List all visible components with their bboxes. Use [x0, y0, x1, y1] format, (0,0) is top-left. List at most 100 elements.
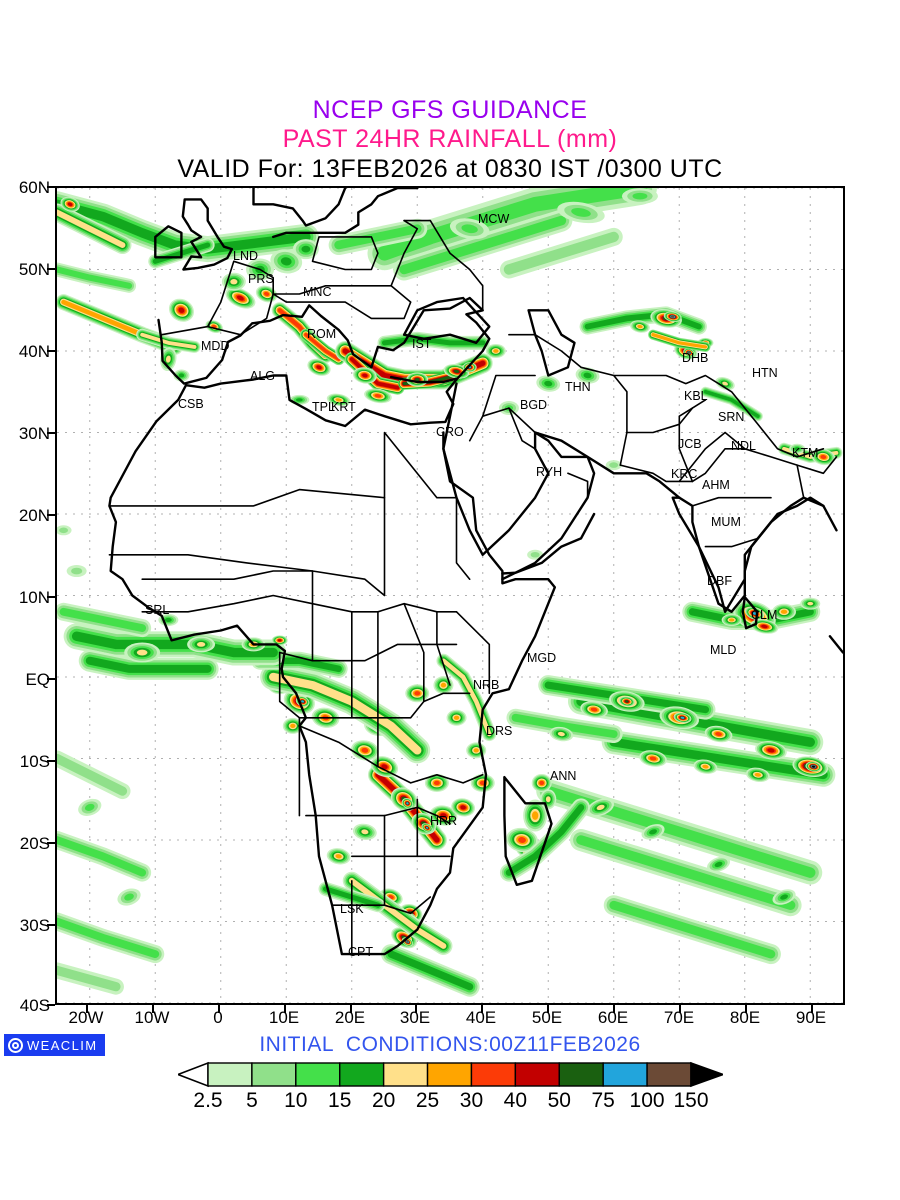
x-tick-label: 10E: [268, 1008, 300, 1027]
city-label: BGD: [520, 398, 547, 412]
y-tick-label: 10S: [19, 752, 50, 771]
y-tick-label: 30S: [19, 916, 50, 935]
weaclim-circle-icon: [8, 1037, 23, 1053]
x-tick-mark: [284, 1005, 286, 1013]
city-label: ALG: [250, 369, 275, 383]
x-tick-label: 90E: [795, 1008, 827, 1027]
title-valid-line: VALID For: 13FEB2026 at 0830 IST /0300 U…: [177, 155, 723, 183]
y-tick-mark: [47, 924, 55, 926]
city-label: NDL: [731, 439, 756, 453]
city-label: MLD: [710, 643, 736, 657]
x-tick-label: 50E: [531, 1008, 563, 1027]
x-tick-label: 10W: [134, 1008, 170, 1027]
city-label: CSB: [178, 397, 204, 411]
colorbar-tick: 50: [547, 1089, 571, 1112]
x-tick-label: 80E: [729, 1008, 761, 1027]
city-label: MNC: [303, 285, 331, 299]
city-label: KRT: [331, 400, 356, 414]
colorbar-tick: 75: [591, 1089, 615, 1112]
colorbar-swatches: [178, 1061, 723, 1088]
city-label: THN: [565, 380, 591, 394]
colorbar-tick: 5: [246, 1089, 258, 1112]
city-label: RYH: [536, 465, 562, 479]
y-tick-mark: [47, 760, 55, 762]
y-tick-mark: [47, 268, 55, 270]
city-label: HTN: [752, 366, 778, 380]
y-tick-label: 10N: [18, 588, 50, 607]
x-tick-mark: [86, 1005, 88, 1013]
chart-title-block: NCEP GFS GUIDANCE PAST 24HR RAINFALL (mm…: [0, 96, 900, 185]
x-tick-mark: [415, 1005, 417, 1013]
y-tick-mark: [47, 514, 55, 516]
x-tick-mark: [481, 1005, 483, 1013]
x-tick-label: 70E: [663, 1008, 695, 1027]
city-label: PRS: [248, 272, 274, 286]
city-label: JCB: [678, 437, 702, 451]
x-tick-mark: [218, 1005, 220, 1013]
y-tick-mark: [47, 842, 55, 844]
city-label: DRS: [486, 724, 512, 738]
y-tick-mark: [47, 596, 55, 598]
y-tick-mark: [47, 678, 55, 680]
colorbar-tick: 10: [284, 1089, 308, 1112]
x-tick-mark: [613, 1005, 615, 1013]
x-tick-label: 20W: [68, 1008, 104, 1027]
colorbar-tick: 2.5: [193, 1089, 223, 1112]
colorbar-tick: 100: [629, 1089, 665, 1112]
x-tick-label: 20E: [334, 1008, 366, 1027]
x-tick-mark: [745, 1005, 747, 1013]
title-model-line: NCEP GFS GUIDANCE: [312, 96, 588, 124]
y-tick-label: 20S: [19, 834, 50, 853]
colorbar-tick: 15: [328, 1089, 352, 1112]
y-tick-label: 40N: [18, 342, 50, 361]
x-tick-label: 60E: [597, 1008, 629, 1027]
y-tick-label: 20N: [18, 506, 50, 525]
colorbar-tick: 150: [673, 1089, 709, 1112]
city-label: LND: [233, 249, 258, 263]
weaclim-label: WEACLIM: [27, 1037, 98, 1053]
city-label: AHM: [702, 478, 730, 492]
city-label: KTM: [792, 446, 818, 460]
y-tick-label: EQ: [25, 670, 50, 689]
city-label: IST: [412, 337, 432, 351]
city-label: NRB: [473, 678, 499, 692]
x-tick-mark: [811, 1005, 813, 1013]
city-label: KRC: [671, 467, 697, 481]
x-tick-label: 30E: [399, 1008, 431, 1027]
graticule: [57, 188, 843, 1003]
city-label: CRO: [436, 425, 464, 439]
city-label: ANN: [550, 769, 576, 783]
city-label: MDD: [201, 339, 229, 353]
rainfall-map-plot[interactable]: MCW LND PRS MNC ROM MDD ALG CSB TPL KRT IST CRO BGD T…: [55, 186, 845, 1005]
city-label: MCW: [478, 212, 509, 226]
x-tick-mark: [152, 1005, 154, 1013]
y-tick-label: 30N: [18, 424, 50, 443]
city-label: SRN: [718, 410, 744, 424]
city-label: ROM: [307, 327, 336, 341]
city-label: DBF: [707, 574, 732, 588]
city-label: TPL: [312, 400, 335, 414]
colorbar-tick-labels: 2.5 5 10 15 20 25 30 40 50 75 100 150: [178, 1089, 723, 1115]
initial-conditions-label: INITIAL CONDITIONS:00Z11FEB2026: [259, 1033, 641, 1056]
city-label: KBL: [684, 389, 708, 403]
title-variable-line: PAST 24HR RAINFALL (mm): [282, 125, 618, 153]
x-tick-label: 0: [213, 1008, 223, 1027]
city-label: MUM: [711, 515, 741, 529]
y-tick-mark: [47, 1004, 55, 1006]
city-label: SRL: [145, 603, 169, 617]
city-label: HRR: [430, 814, 457, 828]
x-tick-mark: [547, 1005, 549, 1013]
x-tick-label: 40E: [465, 1008, 497, 1027]
city-label: MGD: [527, 651, 556, 665]
y-tick-mark: [47, 432, 55, 434]
y-tick-label: 60N: [18, 178, 50, 197]
y-tick-label: 40S: [19, 996, 50, 1015]
colorbar-tick: 25: [415, 1089, 440, 1112]
y-tick-label: 50N: [18, 260, 50, 279]
colorbar-tick: 30: [459, 1089, 484, 1112]
weaclim-logo: WEACLIM: [4, 1034, 106, 1056]
y-tick-mark: [47, 350, 55, 352]
